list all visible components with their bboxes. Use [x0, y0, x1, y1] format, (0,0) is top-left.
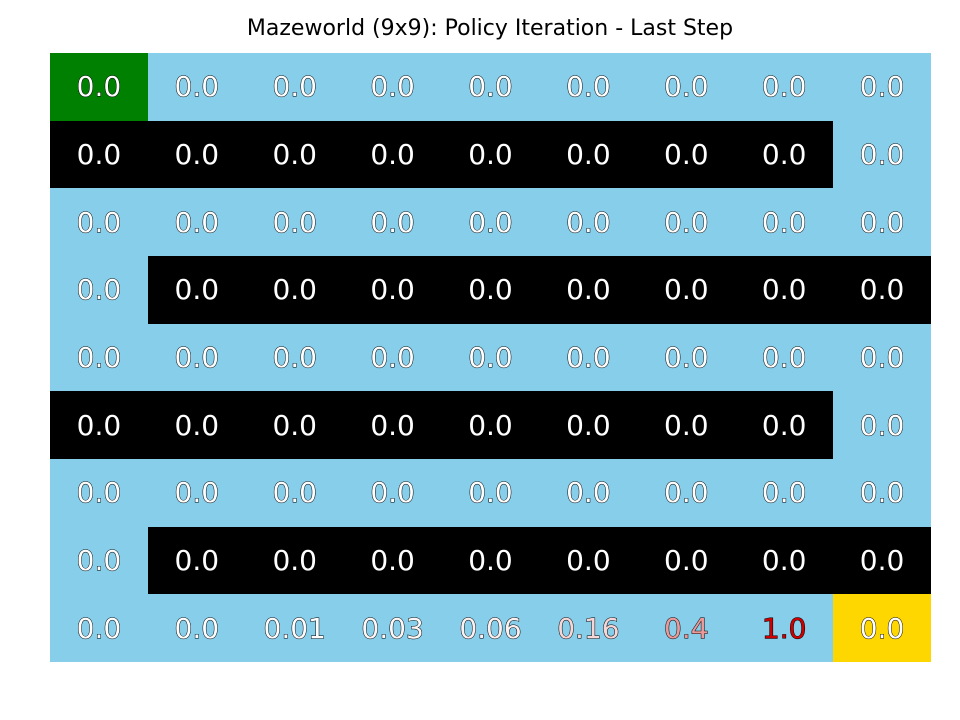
open-cell: 0.0 — [343, 323, 442, 392]
open-cell: 0.03 — [343, 594, 442, 662]
maze-grid: 0.0 0.0 0.0 0.0 0.0 0.0 0.0 0.0 0.0 0.0 0.0 0.0 0.0 0… — [50, 53, 931, 662]
open-cell: 0.0 — [245, 188, 344, 256]
wall-cell: 0.0 — [245, 526, 344, 595]
wall-cell: 0.0 — [833, 526, 931, 595]
open-cell: 0.0 — [637, 458, 736, 527]
open-cell: 0.0 — [833, 188, 931, 256]
wall-cell: 0.0 — [833, 255, 931, 324]
open-cell: 0.0 — [735, 188, 834, 256]
wall-cell: 0.0 — [245, 255, 344, 324]
wall-cell: 0.0 — [735, 391, 834, 459]
open-cell: 0.0 — [735, 323, 834, 392]
open-cell: 0.0 — [147, 188, 246, 256]
open-cell: 0.0 — [50, 458, 148, 527]
wall-cell: 0.0 — [637, 526, 736, 595]
open-cell: 0.0 — [147, 323, 246, 392]
open-cell: 0.0 — [833, 391, 931, 459]
open-cell: 0.0 — [833, 120, 931, 189]
open-cell: 0.0 — [735, 53, 834, 121]
open-cell: 0.0 — [539, 458, 638, 527]
wall-cell: 0.0 — [343, 255, 442, 324]
open-cell: 0.0 — [441, 53, 540, 121]
open-cell: 0.0 — [245, 458, 344, 527]
wall-cell: 0.0 — [637, 391, 736, 459]
open-cell: 0.0 — [637, 188, 736, 256]
wall-cell: 0.0 — [441, 391, 540, 459]
open-cell: 0.0 — [637, 53, 736, 121]
open-cell: 0.0 — [147, 53, 246, 121]
wall-cell: 0.0 — [539, 255, 638, 324]
wall-cell: 0.0 — [147, 526, 246, 595]
wall-cell: 0.0 — [343, 120, 442, 189]
open-cell: 0.0 — [343, 458, 442, 527]
open-cell: 0.0 — [343, 53, 442, 121]
wall-cell: 0.0 — [735, 526, 834, 595]
wall-cell: 0.0 — [539, 391, 638, 459]
wall-cell: 0.0 — [147, 391, 246, 459]
wall-cell: 0.0 — [50, 120, 148, 189]
open-cell: 0.0 — [245, 53, 344, 121]
open-cell: 0.0 — [343, 188, 442, 256]
open-cell: 0.0 — [50, 255, 148, 324]
open-cell: 0.0 — [833, 458, 931, 527]
wall-cell: 0.0 — [50, 391, 148, 459]
open-cell: 0.0 — [50, 188, 148, 256]
open-cell: 0.0 — [50, 594, 148, 662]
wall-cell: 0.0 — [441, 255, 540, 324]
open-cell: 0.0 — [441, 188, 540, 256]
open-cell: 0.0 — [637, 323, 736, 392]
wall-cell: 0.0 — [343, 391, 442, 459]
wall-cell: 0.0 — [637, 120, 736, 189]
wall-cell: 0.0 — [539, 120, 638, 189]
open-cell: 0.01 — [245, 594, 344, 662]
open-cell: 1.0 — [735, 594, 834, 662]
open-cell: 0.0 — [833, 323, 931, 392]
chart-title: Mazeworld (9x9): Policy Iteration - Last… — [246, 16, 734, 41]
wall-cell: 0.0 — [441, 120, 540, 189]
wall-cell: 0.0 — [245, 120, 344, 189]
wall-cell: 0.0 — [343, 526, 442, 595]
wall-cell: 0.0 — [147, 120, 246, 189]
wall-cell: 0.0 — [735, 255, 834, 324]
wall-cell: 0.0 — [245, 391, 344, 459]
open-cell: 0.16 — [539, 594, 638, 662]
open-cell: 0.0 — [735, 458, 834, 527]
open-cell: 0.0 — [50, 323, 148, 392]
start-cell: 0.0 — [50, 53, 148, 121]
open-cell: 0.06 — [441, 594, 540, 662]
wall-cell: 0.0 — [637, 255, 736, 324]
open-cell: 0.0 — [539, 188, 638, 256]
open-cell: 0.0 — [441, 458, 540, 527]
wall-cell: 0.0 — [539, 526, 638, 595]
wall-cell: 0.0 — [441, 526, 540, 595]
open-cell: 0.0 — [50, 526, 148, 595]
open-cell: 0.0 — [833, 53, 931, 121]
wall-cell: 0.0 — [147, 255, 246, 324]
open-cell: 0.4 — [637, 594, 736, 662]
open-cell: 0.0 — [245, 323, 344, 392]
open-cell: 0.0 — [147, 594, 246, 662]
open-cell: 0.0 — [539, 53, 638, 121]
goal-cell: 0.0 — [833, 594, 931, 662]
wall-cell: 0.0 — [735, 120, 834, 189]
open-cell: 0.0 — [147, 458, 246, 527]
open-cell: 0.0 — [539, 323, 638, 392]
open-cell: 0.0 — [441, 323, 540, 392]
